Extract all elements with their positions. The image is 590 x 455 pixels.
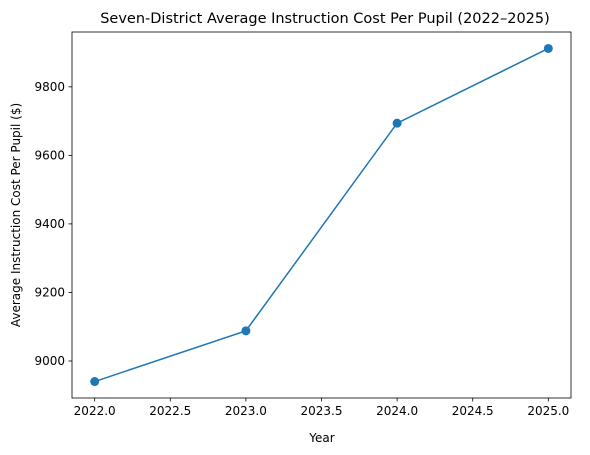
y-tick-label: 9800	[34, 80, 65, 94]
data-point	[241, 326, 251, 336]
plot-area	[71, 31, 572, 399]
x-axis: 2022.0 2022.5 2023.0 2023.5 2024.0 2024.5 2025…	[74, 398, 569, 418]
x-tick-label: 2022.5	[149, 404, 191, 418]
y-axis-label: Average Instruction Cost Per Pupil ($)	[9, 103, 23, 327]
data-point	[90, 377, 100, 387]
x-tick-label: 2025.0	[527, 404, 569, 418]
data-point	[392, 118, 402, 128]
data-points	[90, 43, 553, 387]
x-tick-label: 2023.5	[301, 404, 343, 418]
x-axis-label: Year	[308, 431, 334, 445]
y-axis: 9000 9200 9400 9600 9800	[34, 80, 72, 368]
x-tick-label: 2022.0	[74, 404, 116, 418]
x-tick-label: 2023.0	[225, 404, 267, 418]
x-tick-label: 2024.5	[452, 404, 494, 418]
y-tick-label: 9000	[34, 354, 65, 368]
chart-title: Seven-District Average Instruction Cost …	[100, 11, 550, 27]
series-line	[94, 47, 549, 383]
data-point	[543, 43, 553, 53]
y-tick-label: 9200	[34, 285, 65, 299]
x-tick-label: 2024.0	[376, 404, 418, 418]
y-tick-label: 9600	[34, 148, 65, 162]
y-tick-label: 9400	[34, 217, 65, 231]
